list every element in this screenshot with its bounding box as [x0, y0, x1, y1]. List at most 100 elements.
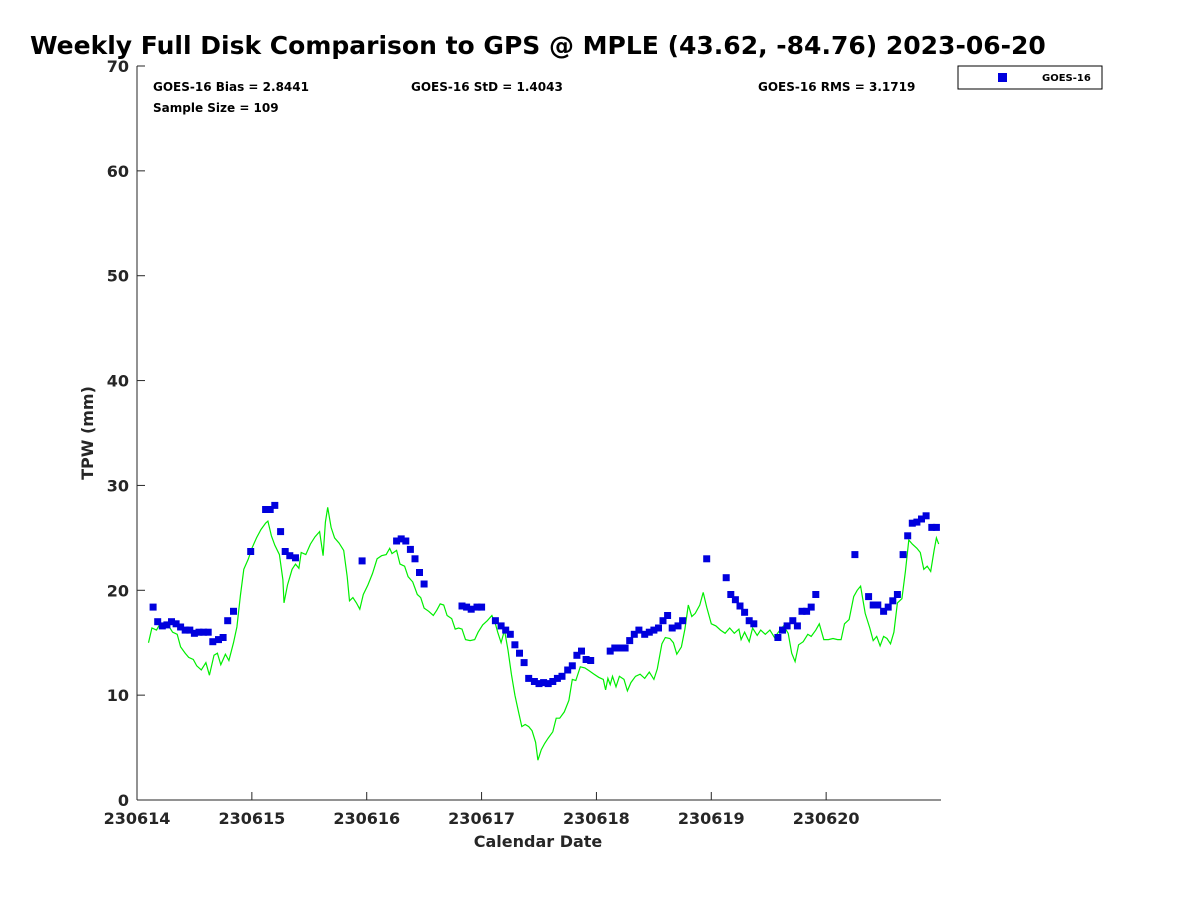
data-point	[467, 605, 475, 613]
data-point	[277, 528, 285, 536]
data-point	[851, 551, 859, 559]
plot-area	[147, 501, 940, 761]
data-point	[181, 626, 189, 634]
data-point	[458, 602, 466, 610]
x-tick-label: 230619	[678, 809, 745, 828]
data-point	[402, 537, 410, 545]
data-point	[473, 603, 481, 611]
data-point	[803, 607, 811, 615]
data-point	[650, 626, 658, 634]
data-point	[215, 636, 222, 644]
data-point	[406, 545, 414, 553]
data-point	[745, 617, 753, 625]
data-point	[463, 603, 471, 611]
data-point	[626, 637, 634, 645]
data-point	[641, 630, 649, 638]
x-tick-label: 230614	[104, 809, 171, 828]
gps-series	[147, 507, 940, 761]
data-point	[587, 657, 595, 664]
data-point	[606, 647, 614, 655]
y-tick-label: 60	[107, 162, 129, 181]
data-point	[393, 537, 401, 545]
data-point	[630, 630, 638, 638]
data-point	[172, 620, 180, 628]
data-point	[292, 554, 299, 562]
data-point	[884, 603, 892, 611]
data-point	[922, 512, 930, 520]
data-point	[865, 593, 873, 601]
data-point	[889, 597, 897, 605]
y-tick-label: 30	[107, 476, 129, 495]
y-tick-label: 0	[118, 791, 129, 810]
data-point	[645, 628, 653, 636]
y-tick-label: 40	[107, 372, 129, 391]
data-point	[177, 623, 185, 631]
data-point	[209, 638, 217, 646]
legend: GOES-16	[957, 65, 1103, 90]
data-point	[578, 647, 585, 655]
chart-title: Weekly Full Disk Comparison to GPS @ MPL…	[30, 31, 1046, 60]
data-point	[204, 628, 212, 636]
x-tick-label: 230618	[563, 809, 630, 828]
std-stat: GOES-16 StD = 1.4043	[411, 80, 563, 94]
data-point	[655, 624, 662, 632]
data-point	[491, 617, 499, 625]
data-point	[163, 621, 171, 629]
data-point	[478, 603, 486, 611]
legend-label: GOES-16	[1042, 73, 1091, 84]
data-point	[918, 515, 925, 523]
data-point	[262, 506, 270, 513]
legend-box	[957, 65, 1103, 90]
data-point	[525, 674, 533, 682]
data-point	[230, 607, 237, 615]
data-point	[568, 662, 576, 670]
data-point	[659, 617, 667, 625]
x-tick-label: 230617	[448, 809, 515, 828]
data-point	[154, 618, 162, 626]
data-point	[535, 680, 543, 688]
stats-annotations: GOES-16 Bias = 2.8441 GOES-16 StD = 1.40…	[153, 80, 915, 115]
data-point	[224, 617, 232, 625]
data-point	[679, 617, 687, 625]
data-point	[530, 678, 538, 685]
data-point	[247, 548, 255, 555]
data-point	[190, 629, 198, 637]
x-tick-label: 230615	[218, 809, 285, 828]
data-point	[553, 674, 561, 682]
data-point	[779, 626, 786, 634]
data-point	[932, 523, 940, 531]
legend-marker-icon	[998, 73, 1007, 82]
y-tick-label: 10	[107, 686, 129, 705]
data-point	[420, 580, 428, 588]
rms-stat: GOES-16 RMS = 3.1719	[758, 80, 915, 94]
data-point	[793, 622, 801, 630]
data-point	[158, 622, 166, 630]
data-point	[880, 607, 888, 615]
data-point	[727, 591, 735, 598]
data-point	[516, 649, 523, 657]
y-tick-label: 50	[107, 267, 129, 286]
data-point	[416, 569, 423, 576]
data-point	[807, 603, 815, 611]
data-point	[664, 612, 672, 619]
data-point	[397, 535, 405, 543]
data-point	[913, 518, 921, 526]
data-point	[411, 555, 419, 563]
data-point	[149, 603, 157, 611]
data-point	[703, 555, 711, 563]
data-point	[741, 608, 749, 616]
goes-16-series	[149, 501, 940, 688]
data-point	[271, 501, 279, 509]
data-point	[286, 552, 294, 560]
bias-stat: GOES-16 Bias = 2.8441	[153, 80, 309, 94]
axes	[136, 65, 941, 801]
data-point	[558, 672, 566, 680]
data-point	[497, 622, 505, 630]
data-point	[549, 678, 557, 685]
data-point	[899, 551, 907, 559]
data-point	[908, 519, 916, 527]
data-point	[750, 620, 758, 628]
data-point	[798, 607, 806, 615]
data-point	[611, 644, 619, 652]
